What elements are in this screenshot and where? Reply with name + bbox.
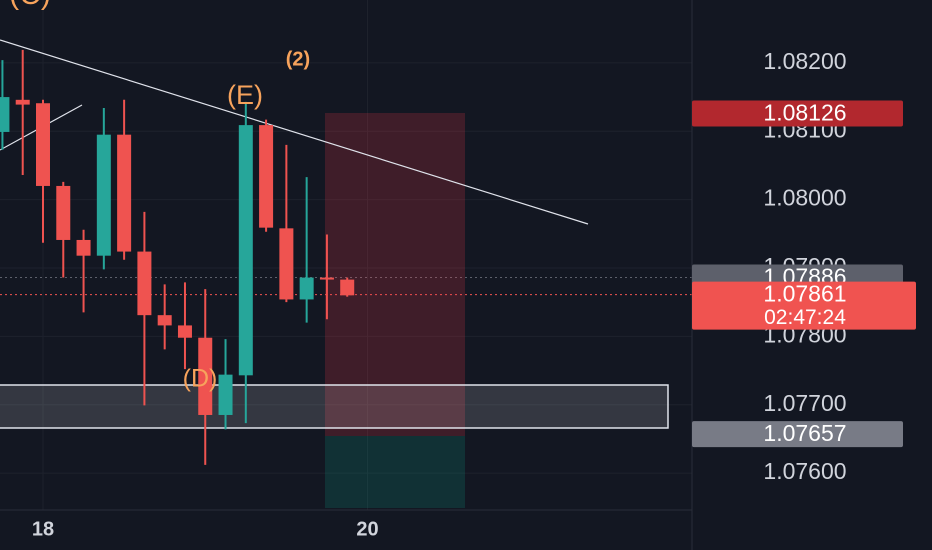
wave-label: (2) [286, 48, 310, 70]
target-zone [325, 436, 465, 508]
candle-body [279, 228, 294, 300]
candle-body [117, 134, 132, 252]
candle-body [157, 315, 172, 326]
candle-body [238, 125, 253, 376]
annotations: (C) (2) (E) (D) [9, 0, 310, 393]
y-tick-label: 1.07700 [763, 390, 846, 416]
candle-body [299, 277, 314, 300]
candle-body [56, 185, 71, 240]
y-tick-label: 1.07600 [763, 458, 846, 484]
candle-body [259, 125, 274, 228]
price-label: 1.08126 [763, 100, 846, 126]
candle-body [137, 251, 152, 316]
candles [0, 49, 355, 465]
candle-body [340, 279, 355, 296]
candle-body [96, 134, 111, 256]
candle-body [0, 97, 10, 132]
trend-line [0, 39, 589, 225]
price-label-box [692, 281, 916, 330]
x-tick-label: 20 [356, 518, 378, 540]
price-label: 1.07657 [763, 420, 846, 446]
y-tick-label: 1.08200 [763, 48, 846, 74]
wave-label: (E) [227, 80, 263, 110]
support-zone [0, 384, 669, 429]
stop-zone [325, 113, 465, 436]
candle-body [35, 103, 50, 186]
price-label-box [692, 100, 903, 127]
candle-body [15, 99, 30, 105]
x-tick-label: 18 [32, 518, 54, 540]
candle-body [76, 239, 91, 256]
axis: 1.082001.081001.080001.079001.078001.077… [32, 48, 916, 540]
wave-label: (C) [9, 0, 51, 11]
candle-body [177, 325, 192, 338]
countdown: 02:47:24 [764, 306, 846, 329]
wave-label: (D) [183, 365, 218, 393]
y-tick-label: 1.08000 [763, 185, 846, 211]
candle-body [319, 277, 334, 280]
candle-body [218, 374, 233, 415]
price-label: 1.07861 [763, 281, 846, 307]
candle-body [198, 337, 213, 415]
price-label-box [692, 421, 903, 448]
